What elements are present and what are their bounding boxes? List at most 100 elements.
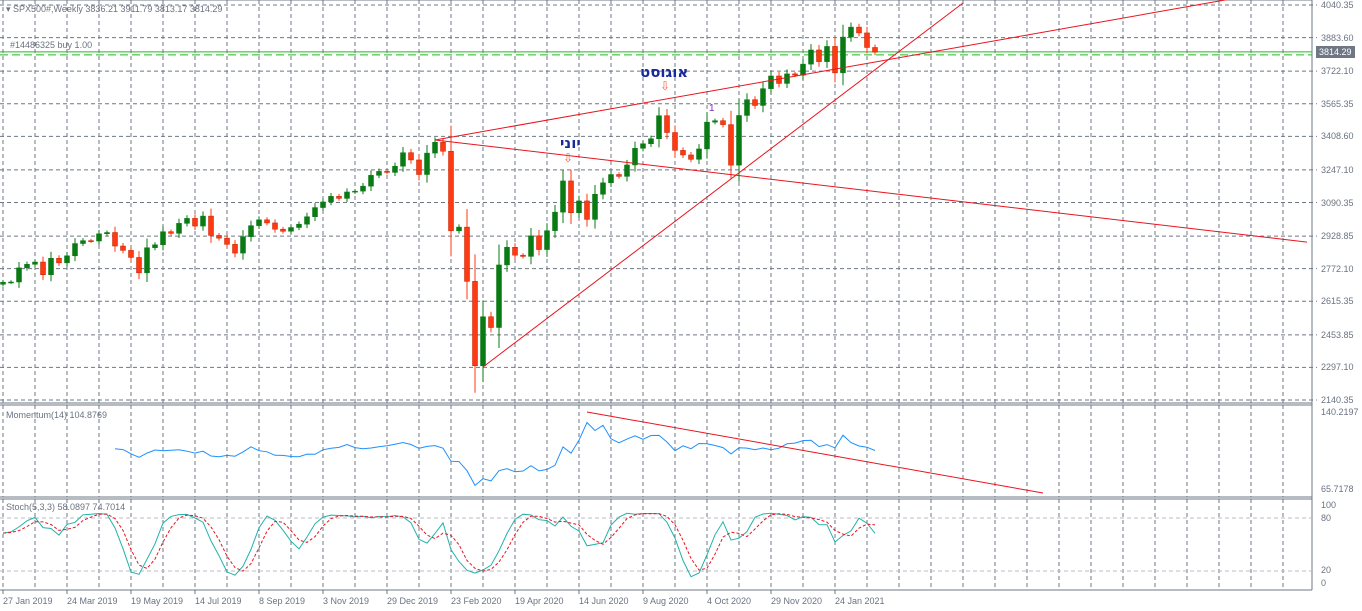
price-axis-label: 2140.35: [1321, 395, 1354, 405]
candle: [56, 258, 62, 264]
candle: [192, 218, 198, 227]
stoch-main-line: [2, 512, 876, 578]
candle: [472, 281, 478, 367]
chart-header: ▾ SPX500#,Weekly 3836.21 3911.79 3813.17…: [6, 4, 222, 15]
candle: [800, 63, 806, 76]
candle: [496, 264, 502, 328]
candle: [288, 227, 294, 232]
candle: [240, 236, 246, 254]
collapse-icon[interactable]: ▾: [6, 4, 14, 14]
price-axis-label: 2772.10: [1321, 263, 1354, 274]
stoch-signal-line: [2, 513, 876, 572]
time-axis-label: 4 Oct 2020: [707, 596, 752, 606]
candle: [24, 264, 30, 269]
candle: [320, 201, 326, 208]
time-axis-label: 29 Dec 2019: [387, 596, 439, 606]
candle: [248, 225, 254, 237]
candle: [160, 231, 166, 246]
candle: [864, 32, 870, 48]
price-axis-label: 3247.10: [1321, 164, 1354, 175]
candle: [40, 261, 46, 275]
price-axis-label: 3722.10: [1321, 66, 1354, 77]
candle: [232, 244, 238, 254]
candle: [448, 150, 454, 232]
candle: [208, 215, 214, 236]
candle: [480, 316, 486, 367]
candle: [712, 120, 718, 123]
candle: [312, 207, 318, 217]
candle: [104, 232, 110, 235]
arrow-down-icon[interactable]: ⇩: [563, 151, 574, 165]
time-axis-label: 14 Jun 2020: [579, 596, 629, 606]
candle: [520, 254, 526, 257]
stoch-label: Stoch(5,3,3) 58.0897 74.7014: [6, 502, 126, 512]
candle: [384, 171, 390, 173]
candle: [440, 142, 446, 152]
candle: [200, 215, 206, 227]
candle: [808, 49, 814, 65]
candle: [632, 148, 638, 166]
candle: [680, 150, 686, 156]
trendline: [482, 2, 964, 368]
candle: [528, 235, 534, 257]
candle: [344, 191, 350, 199]
candle: [568, 180, 574, 214]
candle: [768, 75, 774, 89]
trendline: [434, 0, 1228, 141]
candle: [704, 121, 710, 150]
candle: [64, 255, 70, 264]
trendline: [434, 139, 1308, 243]
candle: [144, 247, 150, 274]
candle: [424, 152, 430, 175]
candle: [560, 180, 566, 213]
candle: [784, 73, 790, 84]
candle: [752, 99, 758, 106]
candle: [80, 240, 86, 244]
candle: [504, 247, 510, 266]
candle: [304, 216, 310, 225]
candle: [536, 235, 542, 250]
time-axis-label: 27 Jan 2019: [3, 596, 53, 606]
candle: [264, 219, 270, 224]
arrow-down-icon[interactable]: ⇩: [660, 79, 671, 93]
candle: [352, 190, 358, 193]
candle: [0, 281, 6, 285]
candle: [112, 232, 118, 247]
candle: [872, 47, 878, 53]
candle: [576, 200, 582, 214]
candle: [96, 233, 102, 242]
candle: [376, 171, 382, 176]
candle: [392, 165, 398, 173]
annotation-august[interactable]: אוגוסט: [640, 63, 689, 81]
candle: [128, 250, 134, 258]
price-axis-label: 3090.35: [1321, 197, 1354, 208]
candle: [616, 174, 622, 177]
momentum-axis-max: 140.2197: [1321, 407, 1359, 417]
candle: [832, 46, 838, 74]
candle: [512, 247, 518, 256]
candle: [176, 223, 182, 234]
momentum-axis-min: 65.7178: [1321, 484, 1354, 494]
candle: [136, 257, 142, 274]
annotation-june[interactable]: יוני: [560, 134, 581, 152]
candle: [120, 245, 126, 251]
candle: [16, 267, 22, 283]
candle: [760, 88, 766, 106]
wave-label[interactable]: 1: [709, 103, 715, 114]
candle: [88, 240, 94, 242]
stoch-level: 100: [1321, 500, 1337, 510]
candle: [608, 174, 614, 184]
price-axis-label: 2615.35: [1321, 296, 1354, 307]
candle: [728, 124, 734, 166]
candle: [552, 211, 558, 231]
candle: [464, 226, 470, 282]
candle: [656, 115, 662, 139]
candle: [72, 243, 78, 257]
candle: [488, 316, 494, 328]
candle: [824, 46, 830, 62]
candle: [256, 219, 262, 226]
candle: [816, 49, 822, 62]
candle: [168, 231, 174, 234]
candle: [152, 244, 158, 248]
